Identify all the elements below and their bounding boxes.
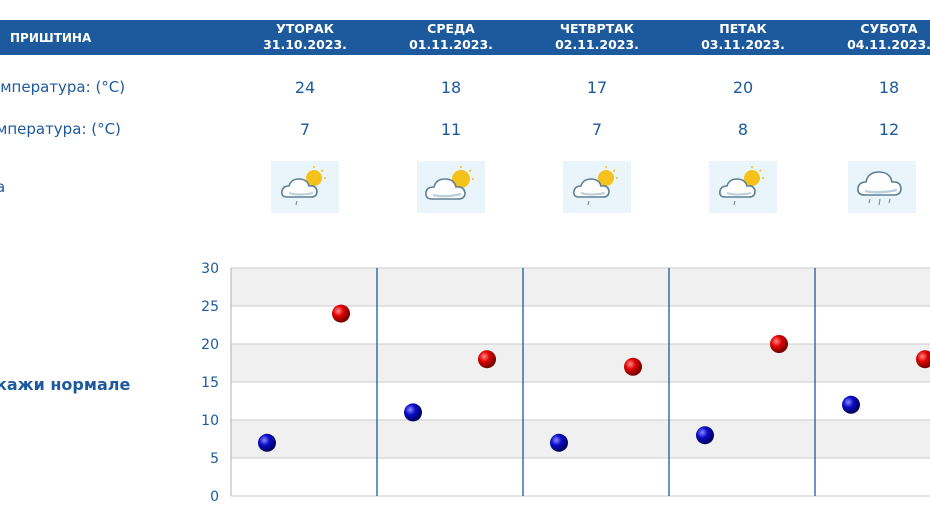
weather-icon-cell — [271, 161, 339, 213]
y-tick-label: 5 — [210, 451, 219, 467]
day-name: УТОРАК — [276, 21, 334, 36]
day-date: 01.11.2023. — [409, 37, 493, 52]
max-temp-point — [478, 350, 496, 369]
cloud-rain-icon — [857, 171, 902, 206]
day-header-2: СРЕДА 01.11.2023. — [378, 21, 524, 53]
max-temp-value: 17 — [586, 78, 608, 97]
y-tick-label: 15 — [201, 375, 219, 391]
day-name: ЧЕТВРТАК — [559, 21, 635, 36]
city-name: ПРИШТИНА — [10, 31, 92, 45]
y-tick-label: 20 — [201, 337, 219, 353]
y-tick-label: 10 — [201, 413, 219, 429]
max-temp-point — [624, 357, 642, 376]
max-temp-value: 18 — [440, 78, 462, 97]
max-temp-point — [916, 350, 930, 369]
grid-band — [231, 420, 930, 458]
min-temp-point — [404, 403, 422, 422]
forecast-header: ПРИШТИНА УТОРАК 31.10.2023. СРЕДА 01.11.… — [0, 20, 930, 55]
min-temp-value: 8 — [737, 120, 749, 139]
day-date: 03.11.2023. — [701, 37, 785, 52]
min-temp-value: 7 — [299, 120, 311, 139]
day-header-4: ПЕТАК 03.11.2023. — [670, 21, 816, 53]
max-temp-value: 24 — [294, 78, 316, 97]
weather-icon-cell — [709, 161, 777, 213]
weather-icon-cell — [563, 161, 631, 213]
y-tick-label: 25 — [201, 299, 219, 315]
weather-label: а — [0, 178, 6, 196]
min-temp-label: мпература: (°C) — [0, 120, 121, 138]
min-temp-point — [696, 426, 714, 445]
day-date: 31.10.2023. — [263, 37, 347, 52]
min-temp-value: 7 — [591, 120, 603, 139]
partly-cloudy-icon — [425, 166, 474, 200]
max-temp-point — [332, 304, 350, 323]
y-tick-label: 30 — [201, 261, 219, 277]
grid-band — [231, 344, 930, 382]
max-temp-label: емпература: (°C) — [0, 78, 126, 96]
min-temp-point — [550, 433, 568, 452]
day-date: 04.11.2023. — [847, 37, 930, 52]
day-header-3: ЧЕТВРТАК 02.11.2023. — [524, 21, 670, 53]
day-name: СУБОТА — [860, 21, 918, 36]
partly-cloudy-rain-icon — [281, 166, 326, 206]
max-temp-value: 18 — [878, 78, 900, 97]
day-date: 02.11.2023. — [555, 37, 639, 52]
weather-icon-cell — [848, 161, 916, 213]
max-temp-point — [770, 335, 788, 353]
min-temp-point — [842, 395, 860, 414]
min-temp-value: 12 — [878, 120, 900, 139]
show-normals-link[interactable]: кажи нормале — [0, 375, 131, 394]
weather-icon-cell — [417, 161, 485, 213]
max-temp-value: 20 — [732, 78, 754, 97]
y-tick-label: 0 — [210, 489, 219, 505]
min-temp-value: 11 — [440, 120, 462, 139]
partly-cloudy-rain-icon — [719, 166, 764, 206]
day-name: СРЕДА — [427, 21, 475, 36]
partly-cloudy-rain-icon — [573, 166, 618, 206]
day-header-1: УТОРАК 31.10.2023. — [232, 21, 378, 53]
day-header-5: СУБОТА 04.11.2023. — [816, 21, 930, 53]
min-temp-point — [258, 433, 276, 452]
day-name: ПЕТАК — [719, 21, 767, 36]
grid-band — [231, 268, 930, 306]
